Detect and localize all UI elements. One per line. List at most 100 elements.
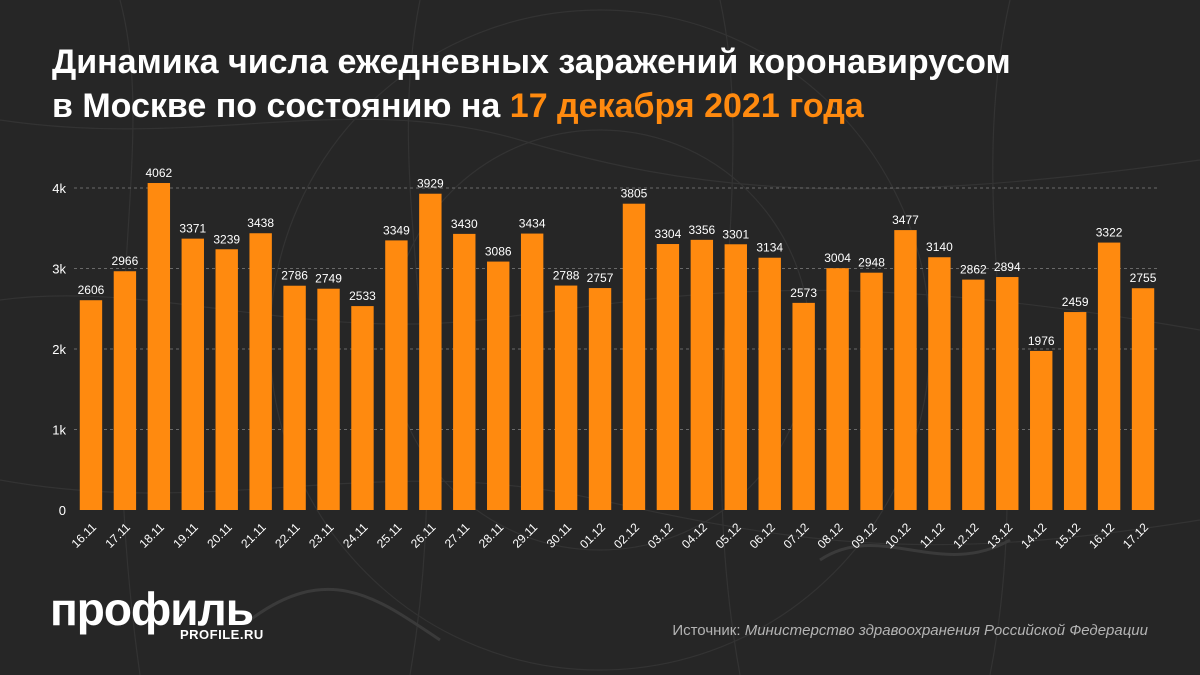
title-line2-prefix: в Москве по состоянию на xyxy=(52,87,510,125)
bar xyxy=(1131,288,1155,510)
data-label: 2757 xyxy=(587,271,614,285)
profile-site-label: PROFILE.RU xyxy=(180,627,264,642)
data-label: 3430 xyxy=(451,217,478,231)
x-tick-label: 30.11 xyxy=(544,520,575,551)
x-tick-label: 06.12 xyxy=(747,520,778,551)
data-label: 3004 xyxy=(824,251,851,265)
data-label: 2788 xyxy=(553,269,580,283)
bar xyxy=(453,233,476,510)
x-tick-label: 02.12 xyxy=(611,520,642,551)
data-label: 3438 xyxy=(247,216,274,230)
data-label: 3371 xyxy=(179,222,206,236)
data-label: 3349 xyxy=(383,223,410,237)
data-label: 2862 xyxy=(960,263,987,277)
y-tick-label: 4k xyxy=(52,181,66,196)
data-label: 4062 xyxy=(145,166,172,180)
data-label: 3322 xyxy=(1096,226,1123,240)
title-date: 17 декабря 2021 года xyxy=(509,87,864,125)
bar xyxy=(656,244,680,510)
bar xyxy=(1097,242,1121,511)
x-tick-label: 11.12 xyxy=(917,520,948,551)
x-tick-label: 23.11 xyxy=(306,520,337,551)
bar xyxy=(79,300,103,510)
x-tick-label: 14.12 xyxy=(1018,520,1049,551)
x-tick-label: 05.12 xyxy=(713,520,744,551)
bar xyxy=(385,240,408,510)
data-label: 3134 xyxy=(756,241,783,255)
x-tick-label: 29.11 xyxy=(510,520,541,551)
x-tick-label: 08.12 xyxy=(815,520,846,551)
profil-logo: профиль xyxy=(50,583,254,635)
y-tick-label: 1k xyxy=(52,423,66,438)
bar xyxy=(622,203,646,510)
bar xyxy=(996,277,1019,510)
data-label: 2749 xyxy=(315,272,342,286)
data-label: 2573 xyxy=(790,286,817,300)
data-label: 2459 xyxy=(1062,295,1089,309)
bar xyxy=(1030,350,1053,510)
bar xyxy=(928,257,951,510)
data-label: 3301 xyxy=(722,227,749,241)
x-tick-label: 16.12 xyxy=(1086,520,1117,551)
data-label: 2755 xyxy=(1130,271,1157,285)
bar xyxy=(215,249,238,510)
data-label: 3140 xyxy=(926,240,953,254)
data-label: 2948 xyxy=(858,256,885,270)
bar xyxy=(758,257,781,510)
bar xyxy=(962,279,985,510)
x-tick-label: 19.11 xyxy=(170,520,201,551)
bar xyxy=(792,302,815,510)
bar xyxy=(419,193,442,510)
bar xyxy=(554,285,578,510)
bar xyxy=(317,288,340,510)
bar xyxy=(181,238,204,510)
x-tick-label: 12.12 xyxy=(950,520,981,551)
bar xyxy=(826,268,849,510)
x-tick-label: 03.12 xyxy=(645,520,676,551)
x-tick-label: 10.12 xyxy=(882,520,913,551)
data-label: 3239 xyxy=(213,232,240,246)
x-tick-label: 27.11 xyxy=(442,520,473,551)
bar xyxy=(860,272,883,510)
x-tick-label: 16.11 xyxy=(69,520,100,551)
bar xyxy=(1063,312,1087,510)
bar xyxy=(351,306,374,510)
x-tick-label: 26.11 xyxy=(408,520,439,551)
data-label: 3356 xyxy=(688,223,715,237)
bar xyxy=(249,233,272,510)
x-tick-label: 21.11 xyxy=(238,520,269,551)
bar xyxy=(487,261,510,510)
data-label: 2966 xyxy=(112,254,139,268)
bar xyxy=(588,288,612,510)
data-label: 3434 xyxy=(519,217,546,231)
data-label: 2894 xyxy=(994,260,1021,274)
data-label: 2606 xyxy=(78,283,105,297)
y-tick-label: 2k xyxy=(52,342,66,357)
x-tick-label: 09.12 xyxy=(849,520,880,551)
bar xyxy=(113,271,137,510)
source-note: Источник: Министерство здравоохранения Р… xyxy=(672,622,1148,639)
data-label: 3086 xyxy=(485,245,512,259)
x-tick-label: 17.11 xyxy=(103,520,134,551)
x-tick-label: 18.11 xyxy=(136,520,167,551)
x-tick-label: 15.12 xyxy=(1052,520,1083,551)
source-value: Министерство здравоохранения Российской … xyxy=(744,622,1148,639)
x-tick-label: 17.12 xyxy=(1120,520,1151,551)
title-line1: Динамика числа ежедневных заражений коро… xyxy=(52,43,1011,81)
data-label: 2533 xyxy=(349,289,376,303)
data-label: 3477 xyxy=(892,213,919,227)
bar xyxy=(283,285,306,510)
x-tick-label: 24.11 xyxy=(340,520,371,551)
x-tick-label: 04.12 xyxy=(679,520,710,551)
bar xyxy=(520,233,544,511)
chart-title: Динамика числа ежедневных заражений коро… xyxy=(52,40,1162,128)
data-label: 3304 xyxy=(655,227,682,241)
x-tick-label: 22.11 xyxy=(272,520,303,551)
x-tick-label: 28.11 xyxy=(476,520,507,551)
data-label: 2786 xyxy=(281,269,308,283)
data-label: 1976 xyxy=(1028,334,1055,348)
x-tick-label: 13.12 xyxy=(984,520,1015,551)
x-tick-label: 07.12 xyxy=(781,520,812,551)
source-label: Источник: xyxy=(672,622,745,639)
